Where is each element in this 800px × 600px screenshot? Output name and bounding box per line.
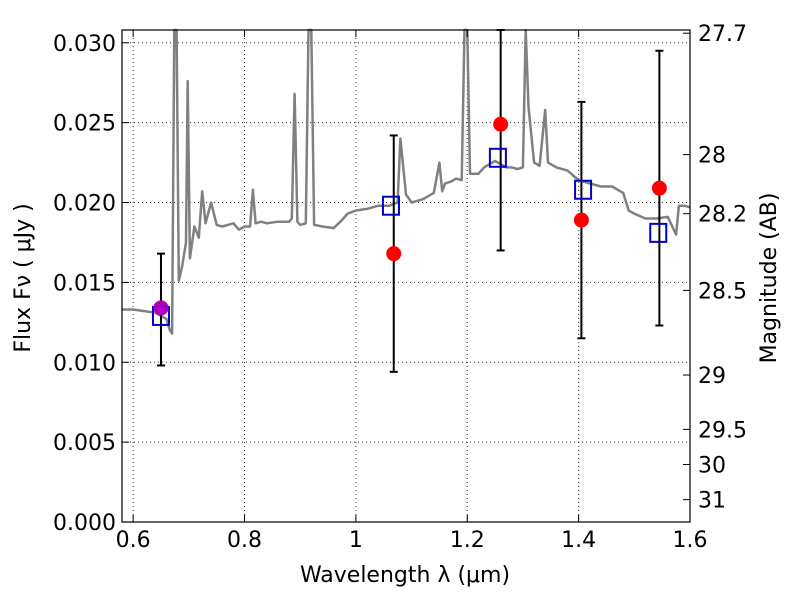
- marker-layer: [151, 116, 668, 326]
- x-tick-label: 0.8: [227, 528, 262, 553]
- right-tick-label: 29: [698, 364, 726, 389]
- plot-frame: [121, 29, 691, 523]
- x-axis-label: Wavelength λ (μm): [300, 563, 510, 588]
- x-tick-label: 1.4: [561, 528, 596, 553]
- model-square: [574, 179, 593, 200]
- right-tick-label: 31: [698, 489, 726, 514]
- y-axis-label-right: Magnitude (AB): [757, 193, 782, 364]
- x-tick-label: 1: [349, 528, 363, 553]
- y-tick-label: 0.010: [53, 351, 116, 376]
- observed-point: [651, 180, 667, 196]
- y-tick-label: 0.030: [53, 32, 116, 57]
- axis-tick-labels: 0.6 0.8 1 1.2 1.4 1.6 0.000 0.005 0.010 0.015 0.02…: [53, 22, 747, 553]
- spectrum-layer: [122, 28, 691, 335]
- x-tick-label: 0.6: [116, 528, 151, 553]
- observed-point: [493, 116, 509, 132]
- right-tick-label: 28: [698, 144, 726, 169]
- y-tick-label: 0.015: [53, 271, 116, 296]
- right-tick-label: 27.7: [698, 22, 747, 47]
- x-tick-label: 1.2: [450, 528, 485, 553]
- y-axis-label-left: Flux Fν ( μJy ): [11, 203, 36, 352]
- x-tick-label: 1.6: [673, 528, 708, 553]
- observed-point: [386, 246, 402, 262]
- y-tick-label: 0.000: [53, 511, 116, 536]
- grid-lines: [122, 30, 690, 522]
- right-tick-label: 28.5: [698, 279, 747, 304]
- overlap-point: [153, 300, 169, 316]
- y-tick-label: 0.005: [53, 431, 116, 456]
- model-square: [488, 147, 507, 168]
- y-tick-label: 0.025: [53, 112, 116, 137]
- right-tick-label: 28.2: [698, 203, 747, 228]
- spectrum-line: [122, 28, 691, 335]
- model-square: [381, 195, 400, 216]
- right-tick-label: 30: [698, 453, 726, 478]
- right-tick-label: 29.5: [698, 418, 747, 443]
- model-square: [649, 222, 668, 243]
- axis-ticks: [122, 30, 691, 523]
- observed-point: [573, 212, 589, 228]
- y-tick-label: 0.020: [53, 192, 116, 217]
